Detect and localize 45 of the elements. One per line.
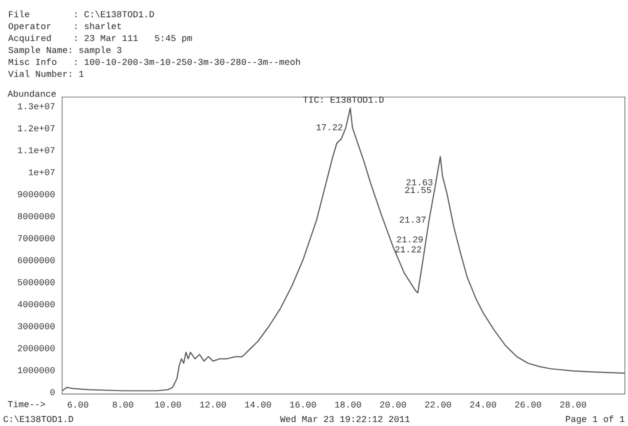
annotation: 21.55	[405, 186, 432, 194]
text: Misc Info : 100-10-200-3m-10-250-3m-30-280--3m--meoh	[8, 58, 300, 65]
text: File : C:\E138TOD1.D	[9, 10, 154, 18]
y-tick-label: 2000000	[18, 345, 55, 352]
annotation: 17.22	[316, 124, 342, 130]
text: Vial Number: 1	[8, 70, 84, 77]
x-tick-label: 14.00	[245, 402, 271, 408]
y-tick-label: 1.2e+07	[18, 125, 55, 132]
x-tick-label: 20.00	[380, 402, 406, 408]
text: C:\E138TOD1.D	[4, 415, 74, 422]
annotation: 21.22	[395, 246, 422, 252]
x-tick-label: 18.00	[335, 402, 362, 408]
x-tick-label: 24.00	[470, 402, 496, 408]
x-tick-label: 12.00	[200, 402, 226, 408]
x-tick-label: 6.00	[68, 402, 88, 408]
annotation: 21.37	[400, 216, 426, 223]
y-tick-label: 1e+07	[28, 169, 55, 176]
y-tick-label: 8000000	[18, 213, 55, 220]
annotation: 21.63	[406, 179, 432, 186]
y-tick-label: 7000000	[18, 235, 55, 242]
x-tick-label: 26.00	[515, 402, 542, 408]
x-tick-label: 10.00	[155, 402, 181, 408]
y-axis-title: Abundance	[8, 90, 56, 97]
x-tick-label: 8.00	[112, 402, 134, 408]
x-tick-label: 16.00	[290, 402, 316, 408]
x-axis-title: Time-->	[8, 400, 45, 408]
y-tick-label: 5000000	[18, 279, 55, 286]
y-tick-label: 6000000	[18, 257, 55, 264]
text: Wed Mar 23 19:22:12 2011	[280, 415, 410, 422]
x-tick-label: 22.00	[425, 402, 452, 408]
y-tick-label: 3000000	[18, 323, 55, 330]
y-tick-label: 1.3e+07	[18, 103, 55, 110]
y-tick-label: 4000000	[18, 301, 55, 308]
y-tick-label: 9000000	[18, 191, 55, 198]
annotation: 21.29	[396, 236, 423, 243]
x-tick-label: 28.00	[560, 402, 586, 408]
y-tick-label: 0	[50, 389, 55, 396]
chart-title: TIC: E138TOD1.D	[303, 96, 384, 103]
line-series	[62, 108, 625, 392]
text: Acquired : 23 Mar 111 5:45 pm	[8, 34, 192, 43]
text: Operator : sharlet	[8, 22, 121, 31]
text: Sample Name: sample 3	[8, 46, 122, 55]
y-tick-label: 1.1e+07	[18, 147, 55, 154]
y-tick-label: 1000000	[18, 367, 55, 374]
text: Page 1 of 1	[566, 415, 624, 424]
